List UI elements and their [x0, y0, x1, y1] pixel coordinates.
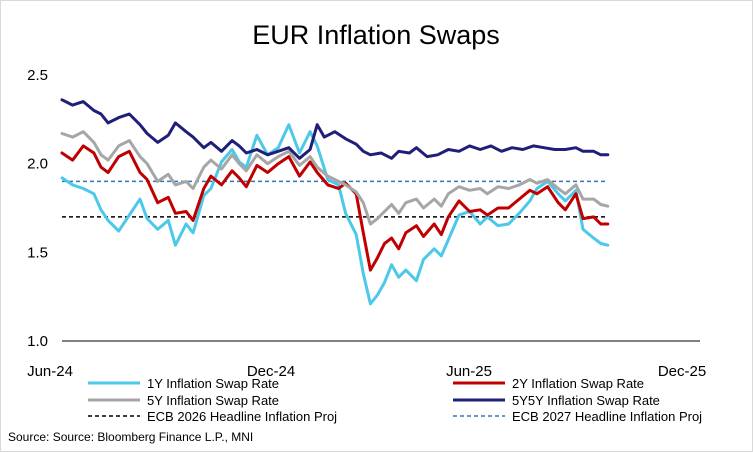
chart-title: EUR Inflation Swaps [252, 20, 500, 50]
legend-label-5y: 5Y Inflation Swap Rate [147, 393, 279, 408]
legend-label-ecb-2027: ECB 2027 Headline Inflation Proj [512, 409, 702, 424]
source-note: Source: Source: Bloomberg Finance L.P., … [8, 430, 253, 444]
legend-label-ecb-2026: ECB 2026 Headline Inflation Proj [147, 409, 337, 424]
x-tick-label-dec-25: Dec-25 [658, 363, 706, 380]
series-line-2y-inflation-swap-rate [60, 144, 610, 272]
x-tick-label-dec-24: Dec-24 [247, 363, 295, 380]
legend-label-5y5y: 5Y5Y Inflation Swap Rate [512, 393, 660, 408]
x-tick-label-jun-24: Jun-24 [27, 363, 73, 380]
series-layer [60, 98, 610, 306]
series-line-5y-inflation-swap-rate [60, 130, 610, 226]
y-tick-label-1-5: 1.5 [27, 244, 48, 261]
legend-label-1y: 1Y Inflation Swap Rate [147, 376, 279, 391]
series-line-1y-inflation-swap-rate [60, 123, 610, 306]
x-tick-label-jun-25: Jun-25 [446, 363, 492, 380]
axis-layer: 1.0 1.5 2.0 2.5 [27, 67, 700, 350]
legend: 1Y Inflation Swap Rate 2Y Inflation Swap… [88, 376, 702, 424]
y-tick-label-2-5: 2.5 [27, 67, 48, 84]
y-tick-label-2-0: 2.0 [27, 156, 48, 173]
series-line-5y5y-inflation-swap-rate [60, 98, 610, 160]
y-tick-label-1-0: 1.0 [27, 333, 48, 350]
legend-label-2y: 2Y Inflation Swap Rate [512, 376, 644, 391]
